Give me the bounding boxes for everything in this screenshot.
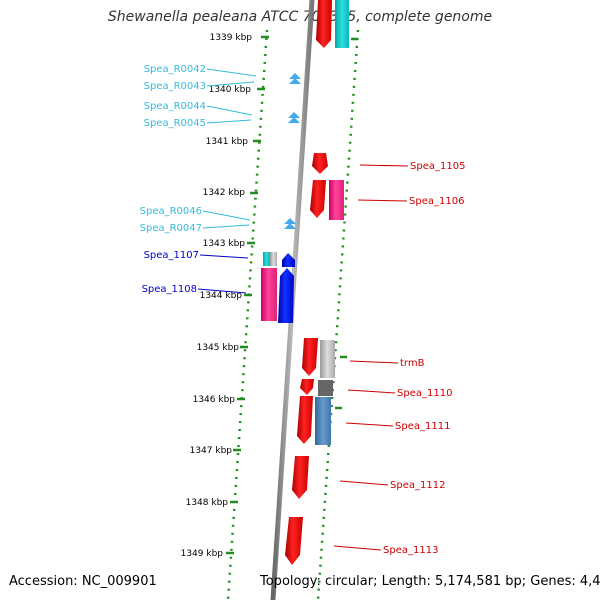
gene-arrow[interactable] bbox=[302, 338, 318, 376]
tick-label: 1345 kbp bbox=[197, 343, 240, 353]
gene-arrow[interactable] bbox=[297, 396, 313, 444]
gene-block[interactable] bbox=[320, 340, 335, 378]
tick-label: 1347 kbp bbox=[190, 446, 233, 456]
gene-label[interactable]: Spea_R0046 bbox=[140, 206, 202, 217]
gene-block[interactable] bbox=[335, 0, 349, 48]
rna-arrow[interactable] bbox=[289, 73, 301, 79]
left-gene-labels: Spea_R0042 Spea_R0043 Spea_R0044 Spea_R0… bbox=[140, 64, 206, 295]
gene-arrow[interactable] bbox=[310, 180, 326, 218]
gene-arrow[interactable] bbox=[292, 456, 309, 499]
leader-line bbox=[202, 210, 251, 221]
leader-line bbox=[347, 389, 396, 394]
leader-line bbox=[345, 422, 394, 427]
tick-label: 1339 kbp bbox=[210, 33, 253, 43]
gene-label[interactable]: Spea_1108 bbox=[142, 284, 197, 295]
leader-line bbox=[357, 199, 408, 202]
genome-info: Topology: circular; Length: 5,174,581 bp… bbox=[260, 574, 600, 589]
gene-label[interactable]: Spea_1112 bbox=[390, 480, 445, 491]
gene-block[interactable] bbox=[270, 252, 277, 266]
accession-label: Accession: NC_009901 bbox=[9, 574, 157, 589]
rna-features bbox=[284, 73, 301, 229]
rna-arrow[interactable] bbox=[289, 78, 301, 84]
gene-label[interactable]: Spea_1107 bbox=[144, 250, 199, 261]
gene-block[interactable] bbox=[315, 397, 331, 445]
gene-label[interactable]: Spea_1113 bbox=[383, 545, 438, 556]
gene-arrow[interactable] bbox=[285, 517, 303, 565]
gene-block[interactable] bbox=[329, 180, 344, 220]
leader-line bbox=[206, 119, 252, 124]
gene-block[interactable] bbox=[318, 380, 333, 396]
leader-line bbox=[359, 164, 409, 167]
gene-label[interactable]: Spea_R0044 bbox=[144, 101, 206, 112]
tick-label: 1346 kbp bbox=[193, 395, 236, 405]
scale-ticks: 1339 kbp 1340 kbp 1341 kbp 1342 kbp 1343… bbox=[181, 33, 269, 559]
tick-label: 1342 kbp bbox=[203, 188, 246, 198]
tick-label: 1349 kbp bbox=[181, 549, 224, 559]
gene-arrow[interactable] bbox=[278, 268, 294, 323]
gene-label[interactable]: Spea_1111 bbox=[395, 421, 450, 432]
gene-label[interactable]: Spea_R0047 bbox=[140, 223, 202, 234]
gene-block[interactable] bbox=[263, 252, 270, 266]
gene-features bbox=[261, 0, 349, 565]
gene-label[interactable]: Spea_R0045 bbox=[144, 118, 206, 129]
gene-arrow[interactable] bbox=[282, 253, 295, 267]
gene-arrow[interactable] bbox=[316, 0, 332, 48]
leader-line bbox=[206, 81, 255, 87]
rna-arrow[interactable] bbox=[288, 117, 300, 123]
leader-line bbox=[202, 224, 250, 229]
gene-arrow[interactable] bbox=[300, 379, 314, 395]
right-track-markers bbox=[335, 37, 358, 410]
leader-line bbox=[206, 68, 257, 77]
gene-label[interactable]: Spea_1105 bbox=[410, 161, 465, 172]
right-gene-labels: Spea_1105 Spea_1106 trmB Spea_1110 Spea_… bbox=[383, 161, 465, 556]
rna-arrow[interactable] bbox=[288, 112, 300, 118]
tick-label: 1344 kbp bbox=[200, 291, 243, 301]
tick-label: 1348 kbp bbox=[186, 498, 229, 508]
leader-line bbox=[199, 254, 249, 259]
left-leaders bbox=[197, 68, 257, 294]
leader-line bbox=[206, 105, 253, 116]
leader-line bbox=[197, 288, 247, 294]
gene-label[interactable]: Spea_R0043 bbox=[144, 81, 206, 92]
gene-label[interactable]: Spea_1110 bbox=[397, 388, 452, 399]
rna-arrow[interactable] bbox=[284, 223, 296, 229]
right-leaders bbox=[333, 164, 409, 551]
leader-line bbox=[339, 480, 389, 486]
tick-label: 1343 kbp bbox=[203, 239, 246, 249]
gene-label[interactable]: trmB bbox=[400, 358, 425, 369]
leader-line bbox=[333, 545, 382, 551]
gene-block[interactable] bbox=[261, 268, 277, 321]
gene-arrow[interactable] bbox=[312, 153, 328, 174]
leader-line bbox=[349, 360, 399, 364]
right-dotted-track bbox=[316, 29, 360, 600]
map-title: Shewanella pealeana ATCC 700345, complet… bbox=[107, 9, 493, 25]
tick-label: 1340 kbp bbox=[209, 85, 252, 95]
gene-label[interactable]: Spea_1106 bbox=[409, 196, 464, 207]
tick-label: 1341 kbp bbox=[206, 137, 249, 147]
rna-arrow[interactable] bbox=[284, 218, 296, 224]
gene-label[interactable]: Spea_R0042 bbox=[144, 64, 206, 75]
